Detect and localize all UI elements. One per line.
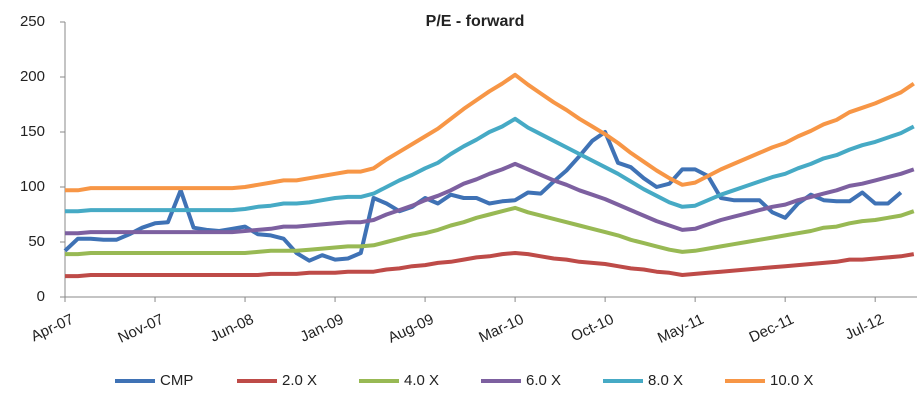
x-tick-label: Aug-09 [385, 311, 436, 347]
y-tick-label: 50 [28, 233, 45, 250]
series-line [65, 72, 915, 193]
y-tick-label: 250 [20, 13, 45, 30]
legend-label: 8.0 X [648, 372, 683, 389]
series-line [63, 130, 903, 263]
legend-label: 2.0 X [282, 372, 317, 389]
x-tick-label: Oct-10 [569, 311, 617, 345]
legend-label: 6.0 X [526, 372, 561, 389]
y-tick-label: 150 [20, 123, 45, 140]
y-tick-label: 100 [20, 178, 45, 195]
chart-title: P/E - forward [426, 13, 525, 30]
legend-label: CMP [160, 372, 193, 389]
y-tick-label: 200 [20, 68, 45, 85]
x-tick-label: Dec-11 [747, 311, 797, 346]
x-tick-label: Jun-08 [208, 311, 257, 346]
x-tick-label: Jul-12 [842, 311, 886, 344]
x-tick-label: Nov-07 [115, 311, 166, 347]
legend-label: 10.0 X [770, 372, 813, 389]
series-line [65, 251, 915, 279]
series-line [65, 161, 915, 236]
x-tick-label: May-11 [655, 311, 707, 347]
legend-label: 4.0 X [404, 372, 439, 389]
series-line [65, 116, 915, 214]
x-tick-label: Jan-09 [298, 311, 347, 346]
x-tick-label: Apr-07 [28, 311, 76, 345]
x-tick-label: Mar-10 [476, 311, 526, 346]
series-line [65, 205, 915, 257]
y-tick-label: 0 [37, 288, 45, 305]
